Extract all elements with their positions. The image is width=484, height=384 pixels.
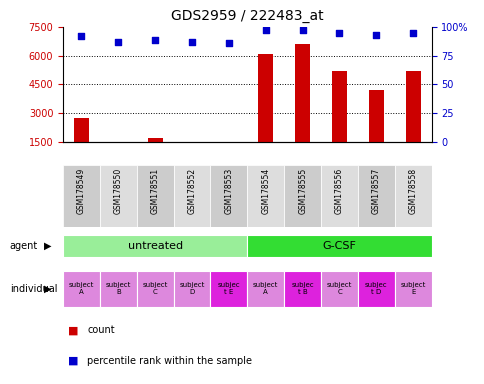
Text: subject
C: subject C xyxy=(326,283,351,295)
Bar xyxy=(136,165,173,227)
Text: subject
A: subject A xyxy=(253,283,278,295)
Bar xyxy=(247,271,284,307)
Text: ■: ■ xyxy=(68,325,78,335)
Bar xyxy=(332,71,346,142)
Bar xyxy=(221,142,236,145)
Bar xyxy=(284,165,320,227)
Bar xyxy=(210,271,247,307)
Bar xyxy=(63,165,100,227)
Bar xyxy=(210,165,247,227)
Text: subject
B: subject B xyxy=(106,283,131,295)
Text: agent: agent xyxy=(10,241,38,251)
Text: GSM178552: GSM178552 xyxy=(187,168,196,214)
Bar xyxy=(405,71,420,142)
Bar xyxy=(63,235,247,257)
Point xyxy=(151,36,159,43)
Text: subject
E: subject E xyxy=(400,283,425,295)
Bar xyxy=(111,142,125,143)
Bar xyxy=(295,44,309,142)
Text: GSM178551: GSM178551 xyxy=(151,168,159,214)
Text: count: count xyxy=(87,325,115,335)
Text: GSM178553: GSM178553 xyxy=(224,168,233,214)
Text: subject
C: subject C xyxy=(142,283,167,295)
Bar xyxy=(368,90,383,142)
Text: individual: individual xyxy=(10,284,57,294)
Text: ▶: ▶ xyxy=(44,284,51,294)
Text: GSM178550: GSM178550 xyxy=(114,168,122,214)
Text: subjec
t D: subjec t D xyxy=(364,283,387,295)
Text: GSM178555: GSM178555 xyxy=(298,168,306,214)
Bar xyxy=(394,165,431,227)
Bar xyxy=(184,142,199,145)
Bar xyxy=(74,118,89,142)
Bar xyxy=(258,54,272,142)
Text: GSM178558: GSM178558 xyxy=(408,168,417,214)
Point xyxy=(335,30,343,36)
Text: GSM178549: GSM178549 xyxy=(77,168,86,214)
Bar xyxy=(100,271,136,307)
Text: subject
A: subject A xyxy=(69,283,94,295)
Point xyxy=(77,33,85,39)
Point xyxy=(261,27,269,33)
Bar xyxy=(148,138,162,142)
Bar xyxy=(173,165,210,227)
Point xyxy=(114,39,122,45)
Bar xyxy=(357,165,394,227)
Bar xyxy=(320,165,357,227)
Text: untreated: untreated xyxy=(127,241,182,251)
Bar xyxy=(357,271,394,307)
Point xyxy=(188,39,196,45)
Text: ■: ■ xyxy=(68,356,78,366)
Bar xyxy=(63,271,100,307)
Bar xyxy=(284,271,320,307)
Point xyxy=(298,27,306,33)
Text: subjec
t E: subjec t E xyxy=(217,283,240,295)
Bar xyxy=(320,271,357,307)
Bar xyxy=(136,271,173,307)
Bar xyxy=(247,235,431,257)
Title: GDS2959 / 222483_at: GDS2959 / 222483_at xyxy=(171,9,323,23)
Bar xyxy=(247,165,284,227)
Text: G-CSF: G-CSF xyxy=(322,241,356,251)
Text: ▶: ▶ xyxy=(44,241,51,251)
Bar xyxy=(173,271,210,307)
Point xyxy=(408,30,416,36)
Bar xyxy=(100,165,136,227)
Text: GSM178556: GSM178556 xyxy=(334,168,343,214)
Text: percentile rank within the sample: percentile rank within the sample xyxy=(87,356,252,366)
Text: GSM178557: GSM178557 xyxy=(371,168,380,214)
Point xyxy=(372,32,379,38)
Text: subjec
t B: subjec t B xyxy=(291,283,313,295)
Point xyxy=(225,40,232,46)
Text: subject
D: subject D xyxy=(179,283,204,295)
Text: GSM178554: GSM178554 xyxy=(261,168,270,214)
Bar xyxy=(394,271,431,307)
